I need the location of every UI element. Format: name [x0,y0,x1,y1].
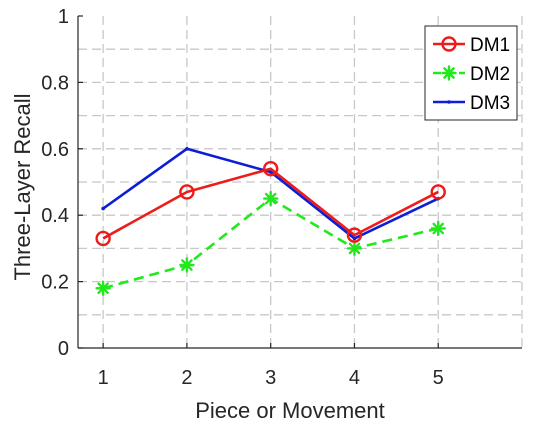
axes [77,15,522,349]
x-tick-label: 1 [98,367,109,389]
data-point-dm1 [179,184,195,200]
legend: DM1 DM2 DM3 [424,25,518,121]
x-axis-title: Piece or Movement [195,398,385,423]
legend-label-dm1: DM1 [470,35,510,56]
data-point-dm3 [185,147,189,151]
legend-marker-dm1 [441,36,457,52]
y-tick-label: 0.2 [41,272,69,294]
y-tick-labels: 0 0.2 0.4 0.6 0.8 1 [41,6,69,360]
data-point-dm1 [262,161,279,177]
series-line-dm1 [102,167,439,240]
y-tick-label: 0.6 [41,139,69,161]
legend-marker-dm2 [441,65,457,81]
x-tick-label: 4 [349,367,360,389]
y-tick-label: 0.4 [41,205,69,227]
x-tick-label: 3 [265,367,276,389]
data-point-dm1 [430,184,446,200]
series-group [95,147,446,296]
series-dm2 [95,190,446,296]
series-dm1 [95,161,446,247]
data-point-dm3 [352,236,357,241]
y-tick-label: 0.8 [41,72,69,94]
data-point-dm3 [101,206,105,211]
data-point-dm2 [346,240,363,257]
legend-label-dm3: DM3 [470,93,510,114]
legend-marker-dm3 [447,100,451,104]
data-point-dm1 [95,230,111,247]
data-point-dm2 [262,190,279,207]
y-axis-title: Three-Layer Recall [10,93,35,280]
data-point-dm2 [430,220,446,237]
legend-label-dm2: DM2 [470,64,510,85]
data-point-dm2 [179,257,195,273]
data-point-dm3 [268,170,273,174]
x-tick-labels: 1 2 3 4 5 [98,367,444,389]
legend-entry-dm3: DM3 [433,93,510,114]
x-tick-label: 2 [181,367,192,389]
legend-entry-dm1: DM1 [433,35,510,56]
data-point-dm1 [346,227,363,243]
y-tick-label: 1 [58,6,69,28]
x-tick-label: 5 [433,367,444,389]
data-point-dm2 [95,280,111,296]
legend-entry-dm2: DM2 [433,64,510,85]
y-tick-label: 0 [58,338,69,360]
